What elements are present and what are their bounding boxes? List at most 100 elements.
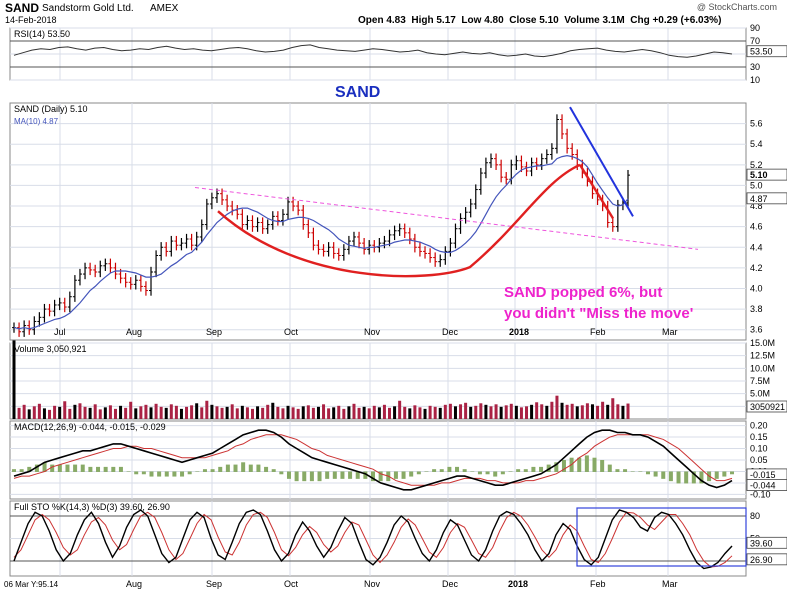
volume-bar (281, 408, 285, 419)
price-last-value-box (746, 168, 787, 181)
volume-bar (504, 405, 508, 419)
sto-k-line (13, 509, 733, 570)
sand-chart-label: SAND (335, 84, 380, 101)
volume-bar (22, 404, 26, 419)
macd-hist-bar (141, 471, 146, 475)
volume-bar (276, 406, 280, 419)
macd-hist-bar (172, 471, 177, 477)
volume-bar (382, 404, 386, 419)
x-axis-label: 2018 (508, 579, 528, 589)
macd-hist-bar (340, 471, 345, 479)
macd-hist-bar (592, 457, 597, 472)
volume-bar (261, 407, 265, 419)
volume-bar (621, 405, 625, 419)
macd-hist-bar (516, 469, 521, 472)
volume-bar (134, 408, 138, 419)
volume-bar (428, 405, 432, 419)
macd-hist-bar (302, 471, 307, 482)
price-last-value: 5.10 (750, 170, 768, 180)
rsi-tick-label: 10 (750, 75, 760, 85)
volume-bar (215, 406, 219, 419)
macd-hist-bar (187, 471, 192, 475)
volume-bar (139, 406, 143, 419)
macd-hist-bar (531, 466, 536, 472)
volume-bar (63, 401, 67, 419)
header-date: 14-Feb-2018 (5, 15, 57, 25)
macd-tick-label: 0.20 (750, 421, 768, 431)
macd-hist-bar (88, 466, 93, 472)
volume-bar (42, 408, 46, 419)
volume-bar (388, 407, 392, 419)
volume-bar (464, 402, 468, 419)
volume-bar (398, 400, 402, 419)
volume-value: 3.1M (602, 15, 625, 26)
volume-bar (494, 404, 498, 419)
volume-bar (220, 407, 224, 419)
volume-bar (357, 407, 361, 419)
macd-hist-bar (447, 466, 452, 472)
macd-hist-bar (401, 471, 406, 479)
volume-bar (519, 407, 523, 419)
price-legend: SAND (Daily) 5.10 (14, 104, 88, 114)
volume-bar (545, 405, 549, 419)
high-value: 5.17 (436, 15, 456, 26)
macd-hist-bar (80, 464, 85, 472)
volume-tick-label: 10.0M (750, 363, 775, 373)
sto-k-value-box (746, 536, 787, 549)
macd-hist-bar (615, 469, 620, 472)
volume-bar (240, 405, 244, 419)
rsi-tick-label: 90 (750, 23, 760, 33)
macd-hist-bar (65, 464, 70, 472)
volume-bar (266, 404, 270, 419)
macd-hist-bar (256, 464, 261, 472)
macd-hist-bar (19, 469, 24, 472)
volume-bar (306, 405, 310, 419)
volume-last-value: 3050921 (750, 402, 785, 412)
volume-bar (88, 407, 92, 419)
header-company: Sandstorm Gold Ltd. (42, 3, 134, 14)
price-tick-label: 4.2 (750, 263, 763, 273)
volume-bar (190, 405, 194, 419)
macd-hist-bar (600, 460, 605, 472)
downtrend-line (569, 106, 634, 217)
rsi-legend: RSI(14) 53.50 (14, 29, 70, 39)
volume-bar (514, 405, 518, 419)
macd-hist-bar (96, 466, 101, 472)
volume-bar (377, 407, 381, 419)
volume-bar (525, 406, 529, 419)
volume-bar (596, 405, 600, 419)
volume-bar (352, 403, 356, 419)
macd-hist-bar (714, 471, 719, 479)
volume-bar (164, 407, 168, 419)
macd-hist-bar (317, 471, 322, 482)
header-symbol: SAND (5, 1, 40, 15)
macd-last-value-box (746, 479, 787, 491)
price-x-label: Jul (54, 327, 66, 337)
macd-hist-bar (653, 471, 658, 477)
price-x-label: Sep (206, 327, 222, 337)
macd-hist-bar (225, 464, 230, 472)
volume-bar (73, 404, 77, 419)
macd-hist-bar (202, 469, 207, 472)
price-x-label: Oct (284, 327, 299, 337)
price-x-label: Nov (364, 327, 381, 337)
macd-hist-bar (393, 471, 398, 479)
volume-bar (560, 402, 564, 419)
macd-hist-bar (500, 471, 505, 475)
sto-tick-label: 80 (750, 511, 760, 521)
price-x-label: Dec (442, 327, 459, 337)
price-x-label: Aug (126, 327, 142, 337)
cup-curve (217, 163, 581, 278)
volume-bar (535, 402, 539, 419)
volume-bar (200, 407, 204, 419)
volume-bar (575, 406, 579, 419)
macd-hist-bar (279, 471, 284, 475)
macd-hist-bar (134, 471, 139, 475)
macd-hist-bar (241, 462, 246, 472)
volume-bar (489, 406, 493, 419)
sto-d-value: 26.90 (750, 555, 773, 565)
macd-hist-bar (286, 471, 291, 479)
x-axis-label: Feb (590, 579, 606, 589)
macd-hist-bar (325, 471, 330, 479)
